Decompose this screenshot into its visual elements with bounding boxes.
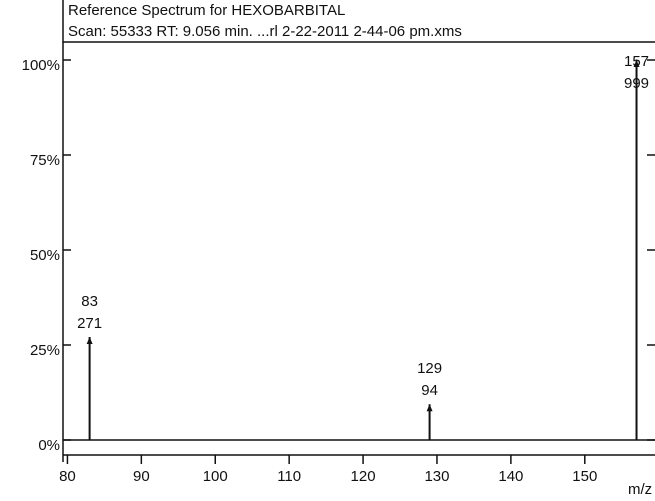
chart-subtitle: Scan: 55333 RT: 9.056 min. ...rl 2-22-20… — [68, 23, 462, 40]
peak-arrowhead — [86, 337, 93, 345]
x-tick-label: 150 — [572, 468, 597, 485]
peak-mz-label: 157 — [624, 53, 649, 70]
x-tick-label: 90 — [133, 468, 150, 485]
y-tick-label: 25% — [30, 342, 60, 359]
x-tick-label: 110 — [277, 468, 301, 485]
x-tick-label: 80 — [59, 468, 76, 485]
peak-mz-label: 129 — [417, 360, 442, 377]
peak-intensity-label: 271 — [77, 315, 102, 332]
chart-title: Reference Spectrum for HEXOBARBITAL — [68, 2, 345, 19]
peak-arrowhead — [633, 60, 640, 67]
y-tick-label: 50% — [30, 247, 60, 264]
x-tick-label: 100 — [203, 468, 228, 485]
x-tick-label: 130 — [424, 468, 449, 485]
peak-mz-label: 83 — [81, 293, 98, 310]
y-tick-label: 100% — [22, 57, 60, 74]
x-tick-label: 120 — [351, 468, 376, 485]
header-box — [62, 0, 655, 43]
peak-intensity-label: 999 — [624, 75, 649, 92]
y-tick-label: 0% — [38, 437, 60, 454]
x-tick-label: 140 — [498, 468, 523, 485]
peak-intensity-label: 94 — [421, 382, 438, 399]
peak-arrowhead — [426, 404, 433, 412]
x-axis-label: m/z — [628, 481, 652, 498]
y-tick-label: 75% — [30, 152, 60, 169]
